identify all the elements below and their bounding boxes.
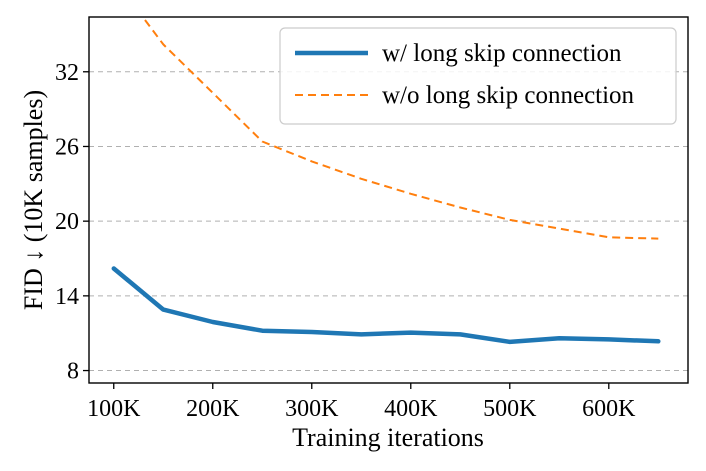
y-tick-label: 8 bbox=[67, 359, 79, 385]
x-axis-label: Training iterations bbox=[292, 423, 484, 452]
x-tick-label: 100K bbox=[87, 396, 141, 422]
plot-frame bbox=[88, 16, 689, 384]
y-tick-label: 32 bbox=[55, 60, 79, 86]
x-tick-label: 500K bbox=[483, 396, 537, 422]
y-tick-label: 26 bbox=[55, 134, 79, 160]
y-tick-label: 14 bbox=[55, 284, 79, 310]
axis-ticks: 8 14 20 26 32 100K 200K 300K 400K 500K 600K bbox=[55, 60, 636, 422]
legend-label-with-skip: w/ long skip connection bbox=[382, 40, 622, 67]
series-line-with-skip bbox=[111, 266, 661, 345]
x-tick-label: 600K bbox=[582, 396, 636, 422]
legend-box bbox=[279, 27, 677, 125]
x-tick-label: 300K bbox=[285, 396, 339, 422]
series-line-without-skip bbox=[141, 17, 659, 240]
y-tick-label: 20 bbox=[55, 209, 79, 235]
series-lines bbox=[111, 17, 661, 345]
legend-label-without-skip: w/o long skip connection bbox=[382, 82, 635, 109]
x-tick-label: 200K bbox=[186, 396, 240, 422]
y-axis-label: FID ↓ (10K samples) bbox=[19, 90, 48, 310]
legend: w/ long skip connection w/o long skip co… bbox=[279, 27, 677, 125]
x-tick-label: 400K bbox=[384, 396, 438, 422]
